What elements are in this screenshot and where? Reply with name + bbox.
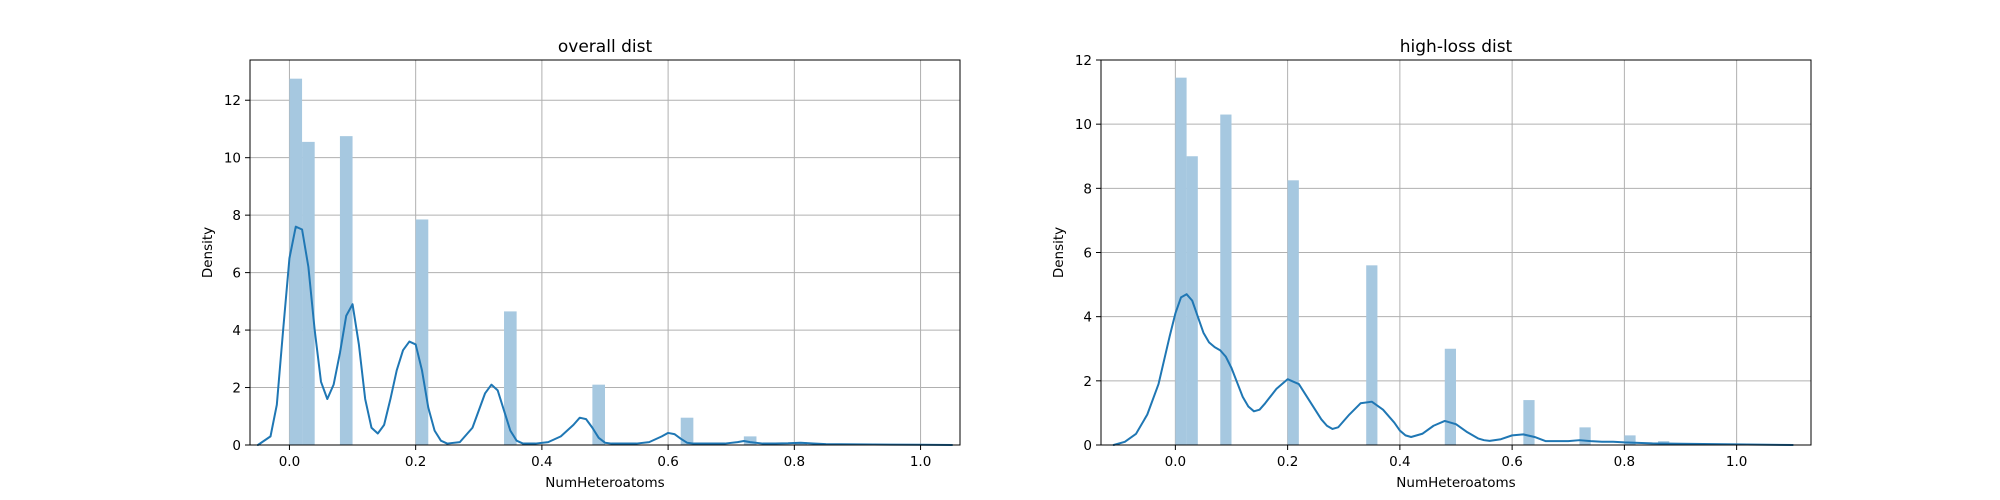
x-tick-label: 1.0 — [910, 454, 931, 470]
x-tick-label: 0.0 — [1165, 454, 1186, 470]
y-tick-label: 2 — [232, 381, 241, 397]
y-tick-label: 2 — [1083, 374, 1092, 390]
histogram-bar — [1523, 400, 1535, 445]
chart-left: 0.0 0.2 0.4 0.6 0.8 1.0 0 2 4 6 8 10 12 overall dist N… — [200, 37, 961, 491]
y-tick-label: 0 — [1083, 438, 1092, 454]
x-tick-label: 0.8 — [1614, 454, 1635, 470]
x-axis-label: NumHeteroatoms — [1396, 475, 1515, 491]
x-tick-label: 0.6 — [657, 454, 678, 470]
histogram-bars — [289, 78, 807, 445]
y-tick-label: 8 — [232, 208, 241, 224]
x-tick-label: 0.2 — [405, 454, 426, 470]
y-axis-label: Density — [200, 227, 216, 278]
x-tick-label: 0.4 — [531, 454, 552, 470]
y-tick-label: 0 — [232, 438, 241, 454]
histogram-bar — [504, 311, 517, 445]
axes-frame — [249, 59, 961, 446]
y-tick-label: 12 — [1075, 53, 1092, 69]
histogram-bar — [592, 384, 605, 445]
chart-right: 0.0 0.2 0.4 0.6 0.8 1.0 0 2 4 6 8 10 12 high-loss dis… — [1051, 37, 1812, 491]
histogram-bar — [415, 219, 429, 445]
kde-line — [1112, 293, 1794, 446]
histogram-bar — [339, 136, 353, 445]
x-tick-label: 0.4 — [1389, 454, 1410, 470]
x-tick-label: 0.8 — [784, 454, 805, 470]
x-tick-label: 1.0 — [1726, 454, 1747, 470]
histogram-bar — [1624, 435, 1636, 445]
histogram-bar — [1220, 114, 1232, 446]
y-tick-label: 4 — [232, 323, 241, 339]
plot-area — [250, 60, 960, 445]
histogram-bar — [1366, 265, 1378, 445]
histogram-bar — [1579, 427, 1591, 445]
chart-title: overall dist — [558, 37, 653, 57]
y-tick-label: 10 — [1075, 117, 1092, 133]
y-tick-label: 6 — [232, 266, 241, 282]
y-tick-label: 8 — [1083, 181, 1092, 197]
y-tick-label: 4 — [1083, 310, 1092, 326]
x-tick-label: 0.6 — [1501, 454, 1522, 470]
chart-title: high-loss dist — [1400, 37, 1513, 57]
y-tick-label: 6 — [1083, 246, 1092, 262]
histogram-bar — [743, 436, 757, 445]
y-tick-label: 12 — [224, 93, 241, 109]
x-tick-label: 0.0 — [279, 454, 300, 470]
histogram-bar — [302, 141, 315, 445]
y-axis-label: Density — [1051, 227, 1067, 278]
y-tick-label: 10 — [224, 151, 241, 167]
x-axis-label: NumHeteroatoms — [545, 475, 664, 491]
histogram-bar — [1175, 77, 1187, 445]
histogram-bar — [1287, 180, 1299, 445]
histogram-bar — [1444, 348, 1456, 445]
x-tick-label: 0.2 — [1277, 454, 1298, 470]
histogram-bar — [680, 417, 694, 445]
kde-line — [256, 225, 954, 446]
histogram-bar — [289, 78, 303, 445]
